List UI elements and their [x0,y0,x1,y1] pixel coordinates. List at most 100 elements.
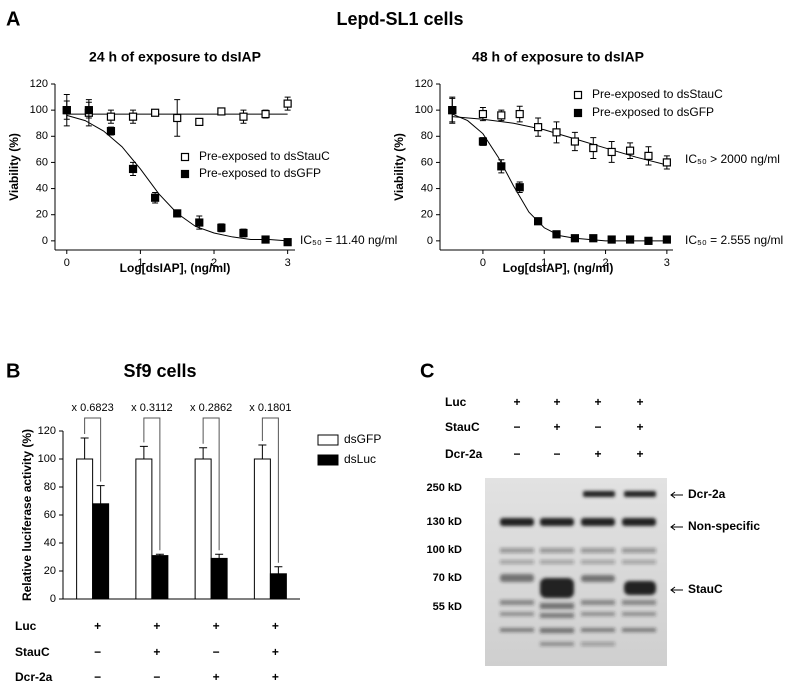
x-tick-label: 1 [541,257,547,269]
marker [151,193,160,202]
blot-image [485,478,667,666]
fold-change-label: x 0.1801 [249,402,291,414]
marker [261,109,270,119]
chart-title: 24 h of exposure to dsIAP [89,49,261,65]
condition-sign: + [636,420,643,434]
legend-label: Pre-exposed to dsStauC [199,149,330,163]
error-bar [274,566,283,574]
marker [106,112,116,121]
fold-change-label: x 0.3112 [131,402,172,414]
condition-sign: + [636,395,643,409]
bar [253,458,271,600]
condition-sign: + [272,645,279,659]
marker [62,106,71,115]
annotation: IC₅₀ = 11.40 ng/ml [300,233,397,247]
condition-sign: + [272,670,279,684]
panel-label: B [6,360,20,382]
marker [515,183,524,192]
legend-swatch [317,434,339,446]
y-tick-label: 20 [421,209,433,221]
condition-sign: + [272,619,279,633]
bracket [202,417,220,551]
annotation: IC₅₀ = 2.555 ng/ml [685,233,783,247]
marker [662,158,671,167]
condition-sign: − [513,420,520,434]
error-bar [258,444,267,459]
fold-change-label: x 0.2862 [190,402,232,414]
condition-sign: + [213,670,220,684]
y-tick-label: 40 [421,182,433,194]
y-tick-label: 60 [44,509,56,521]
marker [570,234,579,243]
marker [534,123,543,132]
legend-label: Pre-exposed to dsGFP [199,166,321,180]
marker [448,106,457,115]
marker [644,236,653,245]
y-axis-label: Relative luciferase activity (%) [20,429,34,601]
legend-label: Pre-exposed to dsStauC [592,87,723,101]
y-tick-label: 120 [415,78,433,90]
x-tick-label: 2 [602,257,608,269]
panel-label: C [420,360,434,382]
y-tick-label: 80 [44,481,56,493]
condition-sign: + [94,619,101,633]
panel-label: A [6,8,20,30]
marker [239,228,248,238]
condition-sign: − [513,447,520,461]
y-tick-label: 20 [44,565,56,577]
marker [625,235,635,244]
size-label: 100 kD [427,544,463,556]
y-tick-label: 20 [36,209,48,221]
x-tick-label: 2 [211,257,217,269]
legend-label: dsGFP [344,432,381,446]
arrow [670,523,683,531]
y-tick-label: 100 [38,453,56,465]
condition-sign: − [553,447,560,461]
bracket [143,417,161,551]
y-tick-label: 100 [30,104,48,116]
marker [217,223,226,232]
condition-label: Luc [445,395,467,409]
y-tick-label: 80 [36,130,48,142]
y-tick-label: 0 [427,235,433,247]
marker [195,117,204,127]
x-tick-label: 3 [664,257,670,269]
x-tick-label: 1 [137,257,143,269]
marker [607,235,616,244]
marker [283,238,292,247]
condition-sign: + [553,420,560,434]
marker [662,235,671,244]
marker [173,113,182,123]
size-label: 70 kD [433,572,462,584]
bar [151,555,169,600]
bar [76,458,94,600]
chart-title: 48 h of exposure to dsIAP [472,49,644,65]
error-bar [199,447,208,459]
marker [106,126,116,136]
condition-sign: − [594,420,601,434]
condition-sign: + [153,619,160,633]
size-label: 250 kD [427,482,463,494]
marker [217,107,226,116]
y-tick-label: 120 [30,78,48,90]
bar [92,503,110,600]
annotation: IC₅₀ > 2000 ng/ml [685,152,780,166]
condition-label: Luc [15,619,37,633]
figure-title: Lepd-SL1 cells [336,9,463,29]
marker [239,112,248,121]
band-label: Non-specific [688,519,760,533]
condition-sign: + [513,395,520,409]
bar [269,573,287,600]
legend-swatch [317,454,339,466]
chart-title: Sf9 cells [123,361,196,381]
y-tick-label: 100 [415,104,433,116]
legend-marker [180,152,190,162]
legend-marker [573,90,583,100]
arrow [670,586,683,594]
marker [151,108,160,117]
condition-sign: + [153,645,160,659]
marker [497,111,506,120]
y-tick-label: 60 [421,156,433,168]
condition-sign: + [594,395,601,409]
marker [589,143,598,153]
